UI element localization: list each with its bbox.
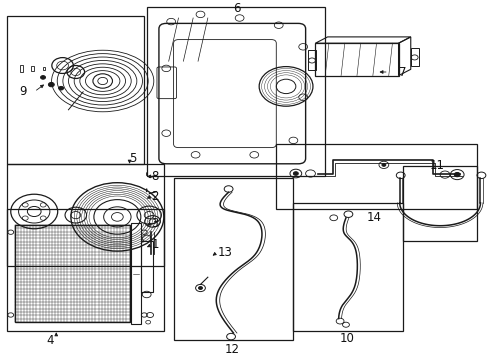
Circle shape <box>381 163 385 166</box>
Circle shape <box>48 82 54 87</box>
Bar <box>403 166 476 241</box>
Bar <box>7 164 163 266</box>
Text: 13: 13 <box>217 246 232 258</box>
Bar <box>7 209 163 331</box>
Bar <box>130 223 141 324</box>
Text: 8: 8 <box>151 170 159 183</box>
Bar <box>315 43 398 76</box>
Text: 5: 5 <box>129 152 137 165</box>
Circle shape <box>453 172 459 177</box>
Text: 9: 9 <box>20 85 27 98</box>
Bar <box>276 144 476 209</box>
Text: 6: 6 <box>233 3 241 15</box>
Text: 10: 10 <box>339 332 354 345</box>
Text: 12: 12 <box>224 343 239 356</box>
FancyArrowPatch shape <box>149 175 156 177</box>
Bar <box>7 16 144 164</box>
Bar <box>20 65 22 72</box>
Bar <box>141 241 152 292</box>
Bar <box>293 203 403 331</box>
Bar <box>146 7 325 176</box>
Bar <box>43 67 44 70</box>
Circle shape <box>59 86 63 90</box>
Text: 14: 14 <box>366 211 381 224</box>
Text: 4: 4 <box>46 334 54 347</box>
Circle shape <box>293 172 298 175</box>
Circle shape <box>41 76 45 79</box>
Bar <box>173 178 293 340</box>
Circle shape <box>198 287 202 289</box>
Text: 1: 1 <box>151 238 159 251</box>
Text: 7: 7 <box>398 66 405 78</box>
Text: 11: 11 <box>429 159 444 172</box>
FancyArrowPatch shape <box>149 192 156 194</box>
Bar <box>410 49 418 66</box>
Text: 3: 3 <box>151 217 159 230</box>
Bar <box>15 225 129 322</box>
Text: 2: 2 <box>151 190 159 203</box>
Bar <box>31 66 34 71</box>
Bar <box>307 50 315 70</box>
